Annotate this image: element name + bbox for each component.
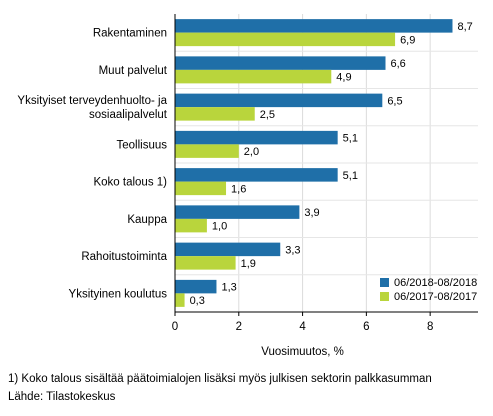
value-label-s0-6: 3,3 bbox=[285, 244, 300, 256]
bar-s0-3 bbox=[175, 130, 338, 145]
category-label-6: Rahoitustoiminta bbox=[81, 251, 167, 263]
bar-s1-3 bbox=[175, 144, 239, 158]
bar-s0-5 bbox=[175, 205, 300, 219]
value-label-s1-5: 1,0 bbox=[212, 221, 227, 233]
category-label-1: Muut palvelut bbox=[99, 65, 168, 77]
value-label-s1-7: 0,3 bbox=[190, 295, 205, 307]
value-label-s1-0: 6,9 bbox=[400, 34, 415, 46]
bar-s0-1 bbox=[175, 56, 386, 70]
category-label-3: Teollisuus bbox=[117, 139, 168, 151]
bar-s1-0 bbox=[175, 32, 396, 47]
category-label-5: Kauppa bbox=[127, 214, 167, 226]
category-label-0: Rakentaminen bbox=[93, 28, 167, 40]
value-label-s0-2: 6,5 bbox=[387, 95, 402, 107]
value-label-s0-3: 5,1 bbox=[343, 133, 358, 145]
legend-swatch-0 bbox=[380, 278, 389, 287]
x-tick-label-3: 6 bbox=[363, 321, 369, 333]
value-label-s0-4: 5,1 bbox=[343, 170, 358, 182]
bar-s1-2 bbox=[175, 107, 255, 121]
value-label-s0-0: 8,7 bbox=[457, 21, 472, 33]
category-label-2-1: sosiaalipalvelut bbox=[89, 109, 168, 121]
bar-chart: 8,7 6,9 Rakentaminen 6,6 4,9 Muut palvelut 6,5… bbox=[17, 14, 478, 358]
bar-s0-6 bbox=[175, 242, 281, 257]
x-tick-label-1: 2 bbox=[236, 321, 242, 333]
value-label-s1-1: 4,9 bbox=[336, 72, 351, 84]
bar-s1-5 bbox=[175, 218, 207, 233]
x-axis-title: Vuosimuutos, % bbox=[261, 346, 344, 358]
value-label-s1-6: 1,9 bbox=[241, 258, 256, 270]
legend-label-1: 06/2017-08/2017 bbox=[394, 291, 477, 303]
bar-s1-1 bbox=[175, 69, 332, 84]
value-label-s0-5: 3,9 bbox=[304, 207, 319, 219]
category-label-4: Koko talous 1) bbox=[93, 177, 167, 189]
category-label-2-0: Yksityiset terveydenhuolto- ja bbox=[17, 95, 167, 107]
value-label-s1-2: 2,5 bbox=[260, 109, 275, 121]
bar-s1-7 bbox=[175, 293, 185, 307]
bar-s1-4 bbox=[175, 181, 227, 196]
legend-label-0: 06/2018-08/2018 bbox=[394, 277, 477, 289]
bar-s0-7 bbox=[175, 279, 217, 294]
source-note: Lähde: Tilastokeskus bbox=[8, 391, 116, 403]
bar-s1-6 bbox=[175, 256, 236, 270]
bar-s0-0 bbox=[175, 19, 453, 33]
bar-s0-2 bbox=[175, 93, 383, 108]
value-label-s0-7: 1,3 bbox=[221, 282, 236, 294]
x-tick-label-4: 8 bbox=[427, 321, 433, 333]
value-label-s0-1: 6,6 bbox=[391, 58, 406, 70]
value-label-s1-4: 1,6 bbox=[231, 183, 246, 195]
value-label-s1-3: 2,0 bbox=[244, 146, 259, 158]
x-tick-label-2: 4 bbox=[299, 321, 306, 333]
bar-s0-4 bbox=[175, 168, 338, 182]
legend-swatch-1 bbox=[380, 292, 389, 301]
x-tick-label-0: 0 bbox=[172, 321, 178, 333]
footnote: 1) Koko talous sisältää päätoimialojen l… bbox=[8, 373, 432, 385]
category-label-7: Yksityinen koulutus bbox=[69, 288, 168, 300]
